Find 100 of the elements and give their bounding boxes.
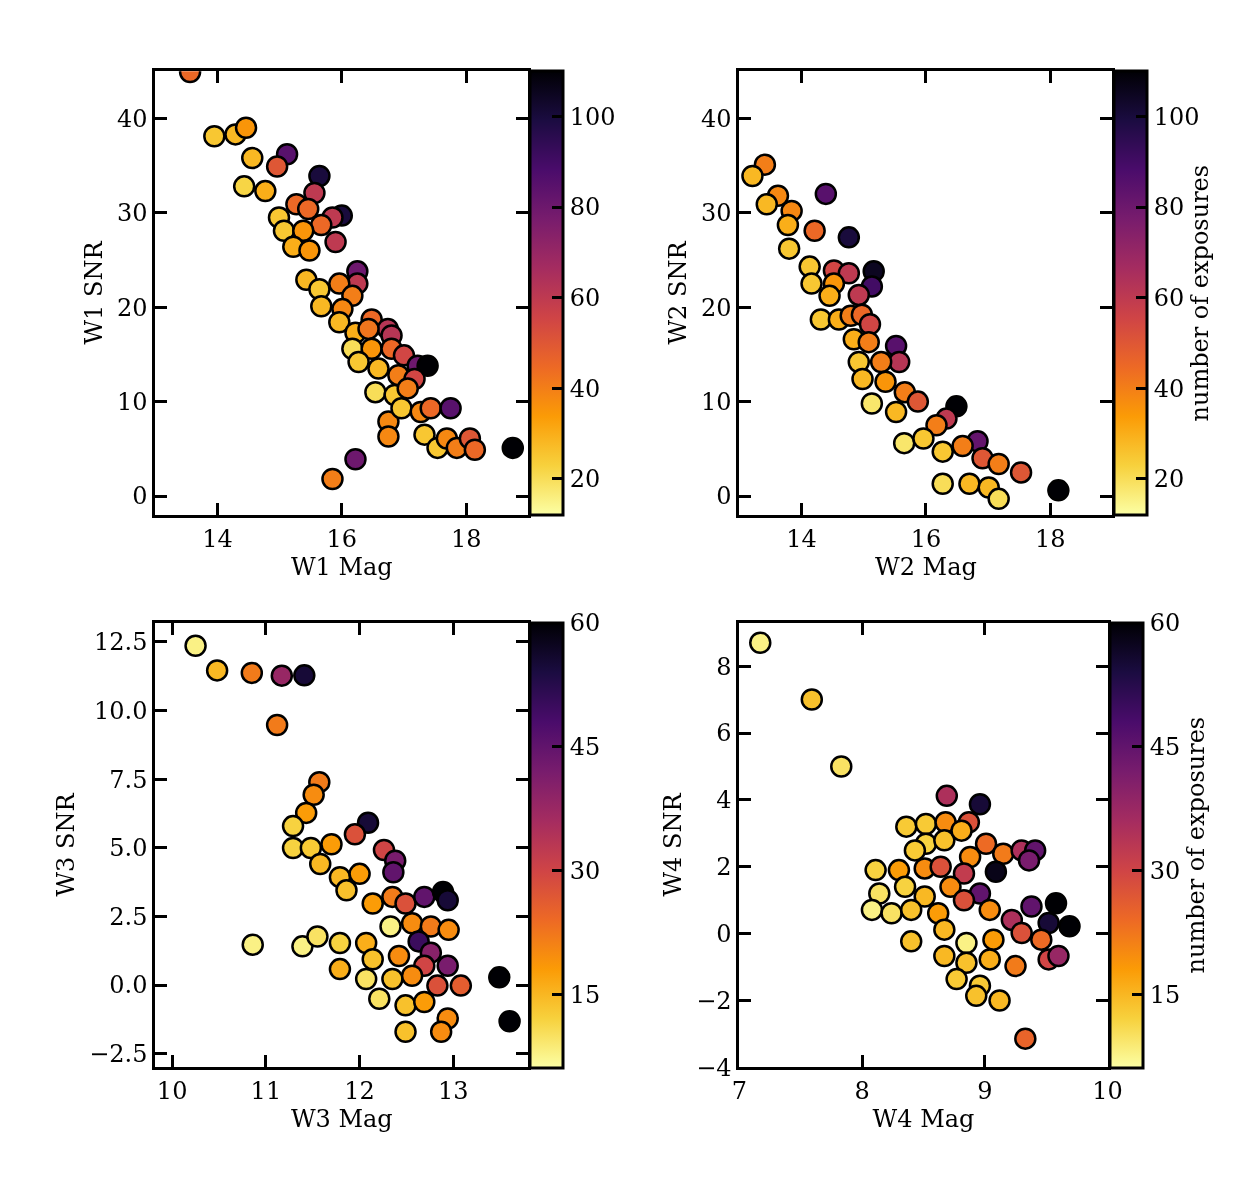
- y-tick-label: 12.5: [94, 628, 148, 657]
- x-tick-label: 13: [438, 1077, 469, 1106]
- point: [749, 631, 772, 654]
- x-tick-label: 10: [156, 1077, 188, 1106]
- point: [302, 783, 325, 807]
- point: [379, 915, 402, 938]
- color-bar-label: 30: [1149, 857, 1181, 886]
- point: [818, 284, 841, 308]
- point: [413, 885, 436, 909]
- x-tick-label: 18: [450, 524, 482, 553]
- point: [988, 989, 1011, 1012]
- point: [328, 931, 352, 955]
- x-tick-label: 11: [250, 1077, 282, 1106]
- color-bar-label: 100: [569, 102, 616, 131]
- point: [899, 898, 923, 922]
- color-bar-label: 45: [1149, 733, 1181, 762]
- y-axis-title: W1 SNR: [80, 240, 109, 345]
- x-tick-label: 16: [326, 524, 358, 553]
- y-tick-label: 10: [116, 388, 148, 417]
- point: [887, 350, 911, 374]
- point: [987, 487, 1010, 511]
- point: [328, 957, 352, 981]
- point: [281, 814, 305, 838]
- point: [950, 819, 973, 842]
- point: [1058, 915, 1081, 938]
- point: [348, 862, 371, 886]
- point: [800, 688, 824, 711]
- point: [1047, 944, 1070, 968]
- point: [952, 888, 976, 912]
- point: [755, 193, 779, 216]
- point: [958, 472, 981, 495]
- point: [777, 237, 801, 260]
- color-bar-label: 100: [1153, 102, 1200, 131]
- color-bar-label: 40: [569, 374, 601, 403]
- x-tick-label: 14: [202, 524, 233, 553]
- color-bar-label: 80: [1153, 193, 1185, 222]
- point: [857, 330, 880, 354]
- y-tick-label: 10: [701, 388, 732, 417]
- point: [803, 219, 826, 242]
- point: [837, 261, 861, 285]
- y-tick-label: 0: [716, 920, 732, 949]
- point: [987, 452, 1010, 476]
- point: [1004, 954, 1027, 978]
- point: [978, 898, 1001, 922]
- point: [368, 987, 391, 1011]
- point: [945, 967, 968, 991]
- point: [293, 664, 316, 687]
- y-tick-label: 10.0: [94, 696, 148, 725]
- y-axis-title: W3 SNR: [52, 792, 81, 897]
- point: [884, 400, 908, 424]
- x-axis-title: W4 Mag: [872, 1104, 975, 1133]
- point: [361, 892, 384, 915]
- y-tick-label: −2.5: [89, 1040, 148, 1069]
- point: [809, 308, 833, 331]
- color-bar-label: 15: [1149, 981, 1181, 1010]
- point: [982, 928, 1005, 951]
- color-bar-label: 60: [1153, 284, 1185, 313]
- point: [874, 370, 897, 394]
- y-tick-label: 40: [116, 104, 148, 133]
- point: [1044, 891, 1068, 915]
- point: [387, 944, 411, 968]
- point: [776, 213, 800, 237]
- point: [294, 801, 318, 825]
- point: [281, 836, 305, 860]
- y-tick-label: −4: [696, 1053, 732, 1082]
- y-tick-label: 30: [116, 199, 148, 228]
- x-tick-label: 10: [1092, 1077, 1123, 1106]
- y-tick-label: 8: [716, 652, 732, 681]
- point: [1047, 479, 1070, 502]
- point: [488, 966, 511, 989]
- point: [741, 164, 764, 188]
- point: [830, 755, 853, 778]
- point: [933, 944, 956, 968]
- point: [931, 472, 954, 495]
- point: [968, 792, 992, 816]
- x-axis-title: W2 Mag: [875, 552, 977, 581]
- point: [413, 990, 436, 1014]
- point: [899, 930, 923, 953]
- point: [436, 888, 459, 912]
- point: [847, 283, 871, 307]
- point: [382, 860, 405, 884]
- point: [449, 974, 473, 997]
- point: [933, 918, 956, 941]
- y-tick-label: 6: [716, 719, 732, 748]
- point: [984, 860, 1008, 884]
- point: [270, 664, 294, 687]
- y-tick-label: −2: [696, 986, 732, 1015]
- point: [955, 931, 978, 955]
- x-axis-title: W3 Mag: [290, 1105, 393, 1134]
- color-bar-label: 20: [569, 465, 601, 494]
- x-tick-label: 7: [731, 1077, 748, 1106]
- point: [394, 892, 417, 915]
- point: [965, 984, 988, 1008]
- point: [335, 879, 358, 902]
- point: [354, 967, 378, 991]
- y-tick-label: 0.0: [109, 971, 148, 1000]
- point: [931, 440, 954, 463]
- point: [935, 784, 959, 808]
- point: [895, 815, 918, 838]
- point: [1014, 1027, 1037, 1050]
